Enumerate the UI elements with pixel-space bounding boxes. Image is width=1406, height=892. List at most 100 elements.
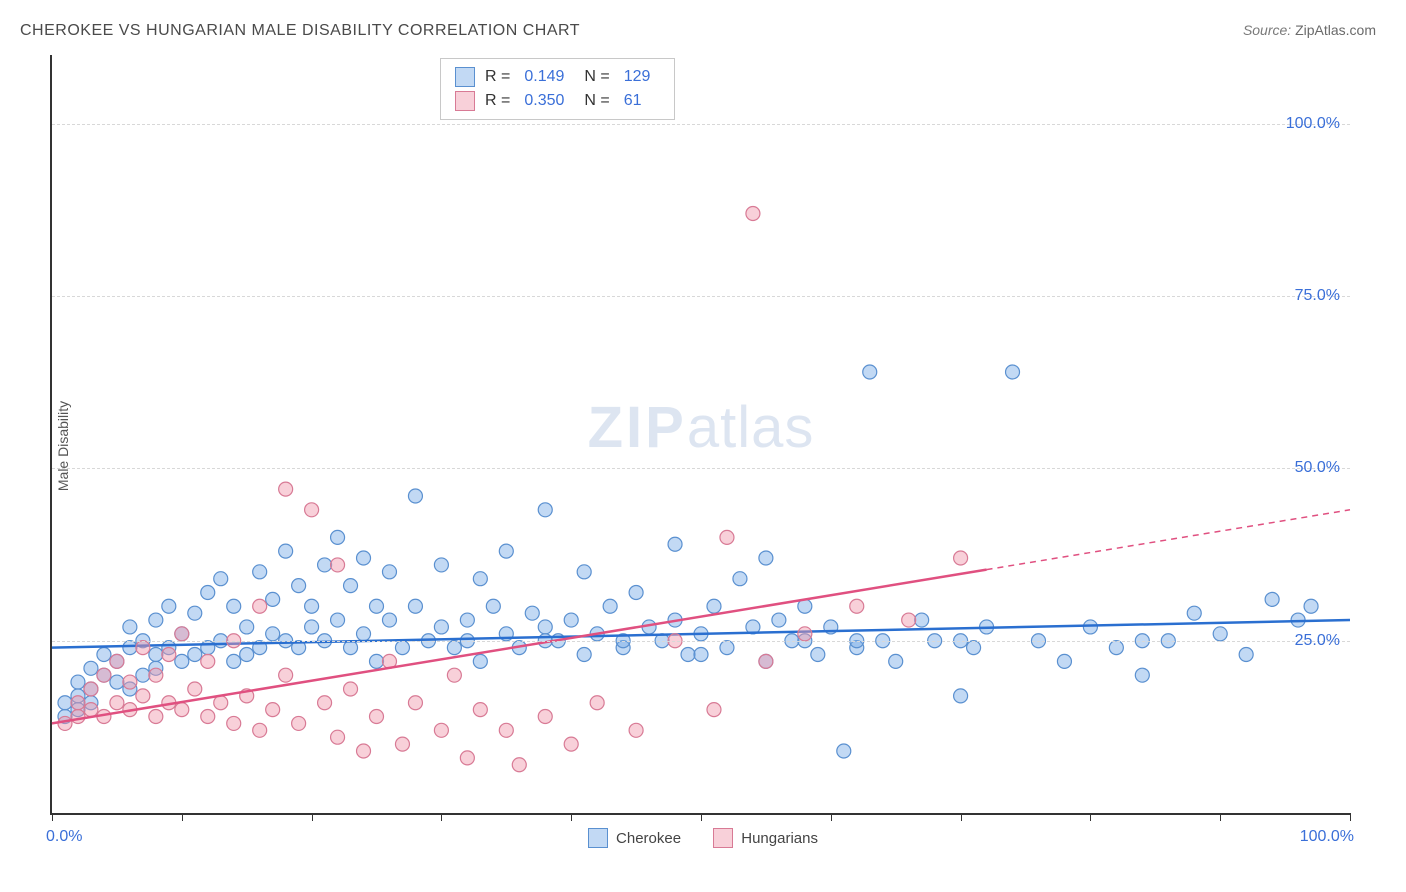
data-point	[889, 654, 903, 668]
data-point	[408, 696, 422, 710]
data-point	[305, 503, 319, 517]
data-point	[149, 648, 163, 662]
data-point	[577, 565, 591, 579]
data-point	[473, 654, 487, 668]
data-point	[902, 613, 916, 627]
series-legend: Cherokee Hungarians	[0, 828, 1406, 852]
swatch-hungarians	[455, 91, 475, 111]
data-point	[84, 703, 98, 717]
data-point	[110, 696, 124, 710]
trend-line	[52, 570, 987, 724]
data-point	[175, 627, 189, 641]
data-point	[227, 599, 241, 613]
data-point	[292, 716, 306, 730]
swatch-cherokee	[455, 67, 475, 87]
data-point	[1265, 592, 1279, 606]
n-value-cherokee: 129	[624, 65, 651, 89]
data-point	[967, 641, 981, 655]
data-point	[408, 489, 422, 503]
n-label: N =	[584, 65, 609, 89]
data-point	[473, 703, 487, 717]
n-value-hungarians: 61	[624, 89, 642, 113]
data-point	[279, 668, 293, 682]
data-point	[279, 482, 293, 496]
data-point	[499, 544, 513, 558]
data-point	[344, 579, 358, 593]
data-point	[136, 668, 150, 682]
data-point	[1187, 606, 1201, 620]
data-point	[1006, 365, 1020, 379]
data-point	[447, 668, 461, 682]
data-point	[162, 599, 176, 613]
y-tick-label: 50.0%	[1295, 459, 1340, 477]
data-point	[395, 641, 409, 655]
gridline	[52, 124, 1350, 125]
data-point	[395, 737, 409, 751]
y-tick-label: 75.0%	[1295, 287, 1340, 305]
data-point	[447, 641, 461, 655]
data-point	[1057, 654, 1071, 668]
source-label: Source:	[1243, 22, 1291, 38]
data-point	[318, 558, 332, 572]
data-point	[1109, 641, 1123, 655]
data-point	[201, 654, 215, 668]
data-point	[512, 758, 526, 772]
chart-container: CHEROKEE VS HUNGARIAN MALE DISABILITY CO…	[0, 0, 1406, 892]
data-point	[175, 654, 189, 668]
r-label: R =	[485, 65, 510, 89]
data-point	[486, 599, 500, 613]
data-point	[798, 627, 812, 641]
data-point	[603, 599, 617, 613]
data-point	[357, 744, 371, 758]
data-point	[564, 613, 578, 627]
data-point	[227, 654, 241, 668]
gridline	[52, 296, 1350, 297]
data-point	[71, 710, 85, 724]
data-point	[668, 537, 682, 551]
source-credit: Source: ZipAtlas.com	[1243, 22, 1376, 38]
data-point	[214, 572, 228, 586]
data-point	[331, 530, 345, 544]
data-point	[357, 551, 371, 565]
data-point	[136, 689, 150, 703]
data-point	[382, 613, 396, 627]
data-point	[590, 696, 604, 710]
data-point	[318, 696, 332, 710]
data-point	[382, 565, 396, 579]
data-point	[707, 599, 721, 613]
data-point	[266, 592, 280, 606]
data-point	[227, 716, 241, 730]
data-point	[201, 641, 215, 655]
data-point	[123, 675, 137, 689]
n-label: N =	[584, 89, 609, 113]
chart-title: CHEROKEE VS HUNGARIAN MALE DISABILITY CO…	[20, 22, 580, 40]
data-point	[149, 668, 163, 682]
data-point	[434, 723, 448, 737]
data-point	[1213, 627, 1227, 641]
data-point	[370, 654, 384, 668]
data-point	[357, 627, 371, 641]
data-point	[110, 654, 124, 668]
data-point	[123, 620, 137, 634]
data-point	[201, 710, 215, 724]
data-point	[577, 648, 591, 662]
data-point	[292, 579, 306, 593]
data-point	[253, 599, 267, 613]
stats-legend: R = 0.149 N = 129 R = 0.350 N = 61	[440, 58, 675, 120]
data-point	[344, 682, 358, 696]
data-point	[240, 648, 254, 662]
gridline	[52, 468, 1350, 469]
data-point	[850, 599, 864, 613]
r-label: R =	[485, 89, 510, 113]
data-point	[58, 696, 72, 710]
data-point	[149, 613, 163, 627]
data-point	[344, 641, 358, 655]
legend-item-hungarians: Hungarians	[713, 828, 818, 848]
scatter-svg	[52, 55, 1350, 813]
data-point	[58, 716, 72, 730]
data-point	[811, 648, 825, 662]
data-point	[110, 675, 124, 689]
data-point	[123, 641, 137, 655]
data-point	[331, 730, 345, 744]
data-point	[84, 682, 98, 696]
